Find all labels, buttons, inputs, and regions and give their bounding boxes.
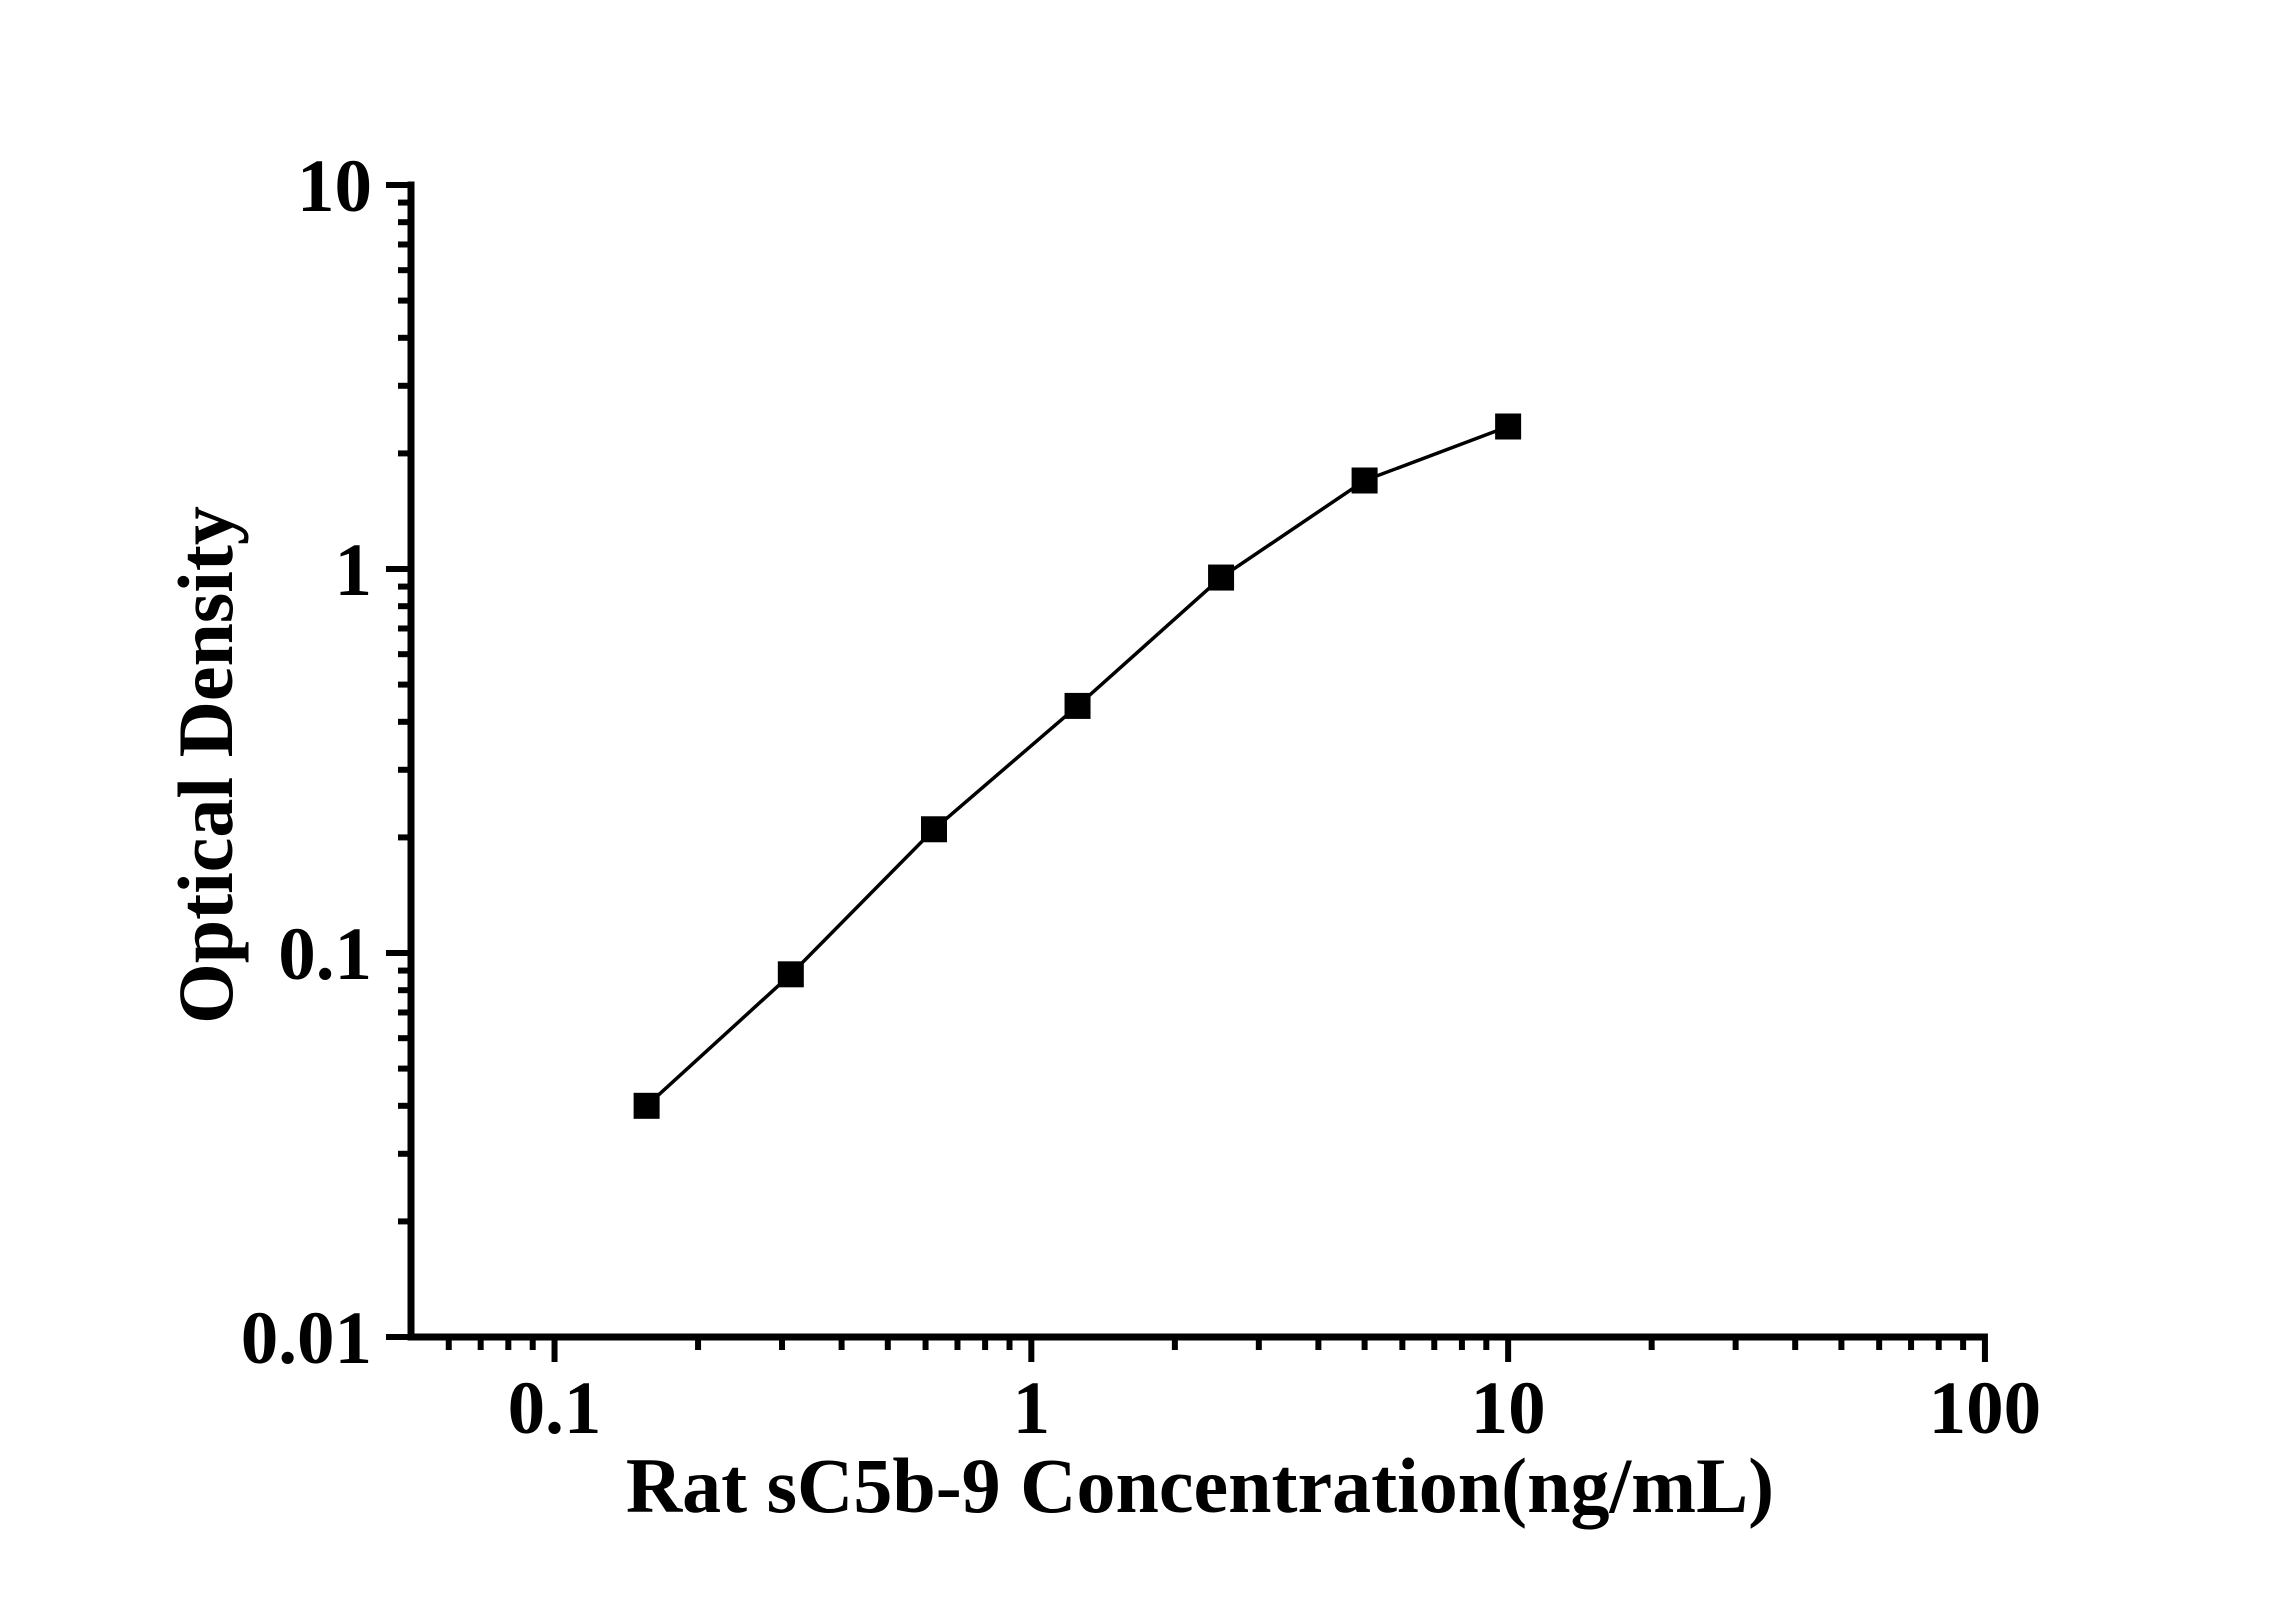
- y-axis: 10 1 0.1 0.01: [241, 145, 415, 1380]
- y-tick-label: 1: [335, 529, 373, 612]
- y-tick-label: 10: [297, 145, 372, 228]
- data-series: [633, 413, 1522, 1119]
- y-tick-label: 0.1: [278, 913, 372, 996]
- data-point-marker: [1495, 413, 1522, 440]
- x-tick-label: 100: [1929, 1367, 2042, 1450]
- data-point-marker: [1064, 692, 1091, 719]
- standard-curve-line: [645, 424, 1509, 1108]
- data-point-marker: [1351, 467, 1378, 494]
- y-axis-title: Optical Density: [162, 506, 249, 1024]
- data-point-marker: [633, 1092, 660, 1119]
- x-axis-title: Rat sC5b-9 Concentration(ng/mL): [626, 1442, 1774, 1529]
- data-point-marker: [1208, 564, 1235, 591]
- x-axis: 0.1 1 10 100: [407, 1333, 2042, 1450]
- x-tick-label: 0.1: [508, 1367, 602, 1450]
- data-point-marker: [777, 961, 804, 988]
- data-point-marker: [921, 816, 948, 843]
- y-tick-label: 0.01: [241, 1297, 372, 1380]
- x-tick-label: 1: [1013, 1367, 1051, 1450]
- x-tick-label: 10: [1471, 1367, 1546, 1450]
